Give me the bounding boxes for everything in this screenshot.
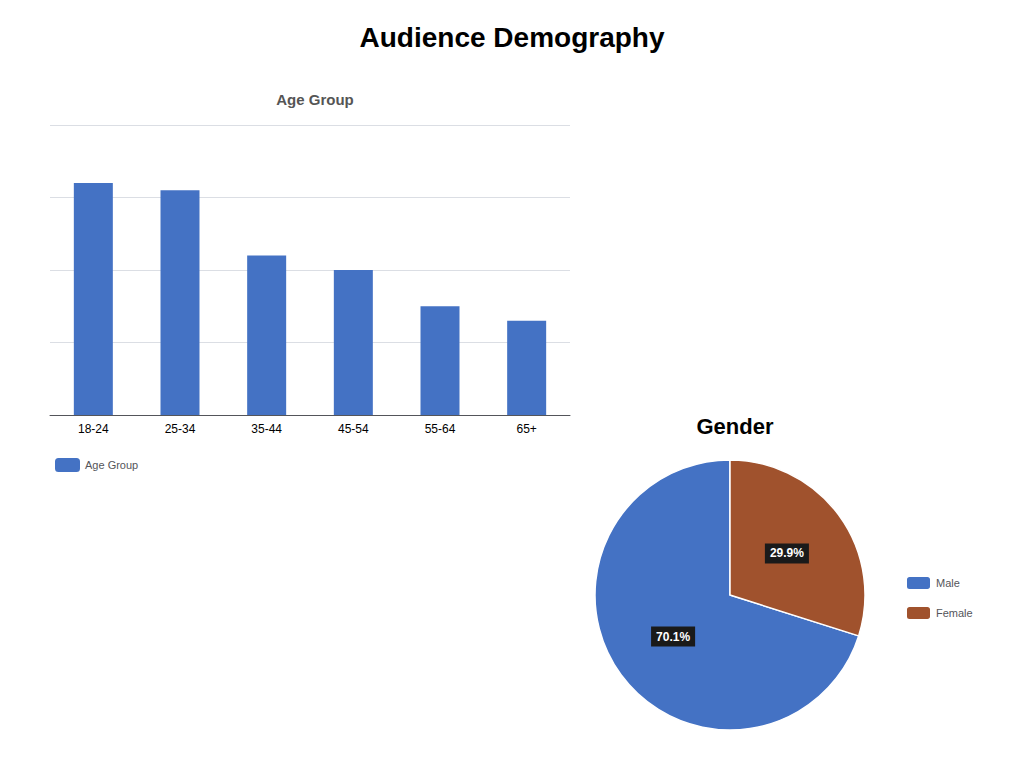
svg-text:70.1%: 70.1% bbox=[656, 630, 690, 644]
svg-text:35-44: 35-44 bbox=[251, 422, 282, 436]
svg-text:Female: Female bbox=[936, 607, 973, 619]
svg-text:29.9%: 29.9% bbox=[770, 546, 804, 560]
svg-text:Audience Demography: Audience Demography bbox=[360, 22, 665, 53]
svg-text:Age Group: Age Group bbox=[85, 459, 138, 471]
svg-text:Male: Male bbox=[936, 577, 960, 589]
svg-text:55-64: 55-64 bbox=[425, 422, 456, 436]
svg-text:Gender: Gender bbox=[696, 414, 773, 439]
svg-text:45-54: 45-54 bbox=[338, 422, 369, 436]
svg-text:Age Group: Age Group bbox=[276, 91, 354, 108]
svg-text:65+: 65+ bbox=[516, 422, 536, 436]
svg-text:18-24: 18-24 bbox=[78, 422, 109, 436]
svg-text:25-34: 25-34 bbox=[165, 422, 196, 436]
